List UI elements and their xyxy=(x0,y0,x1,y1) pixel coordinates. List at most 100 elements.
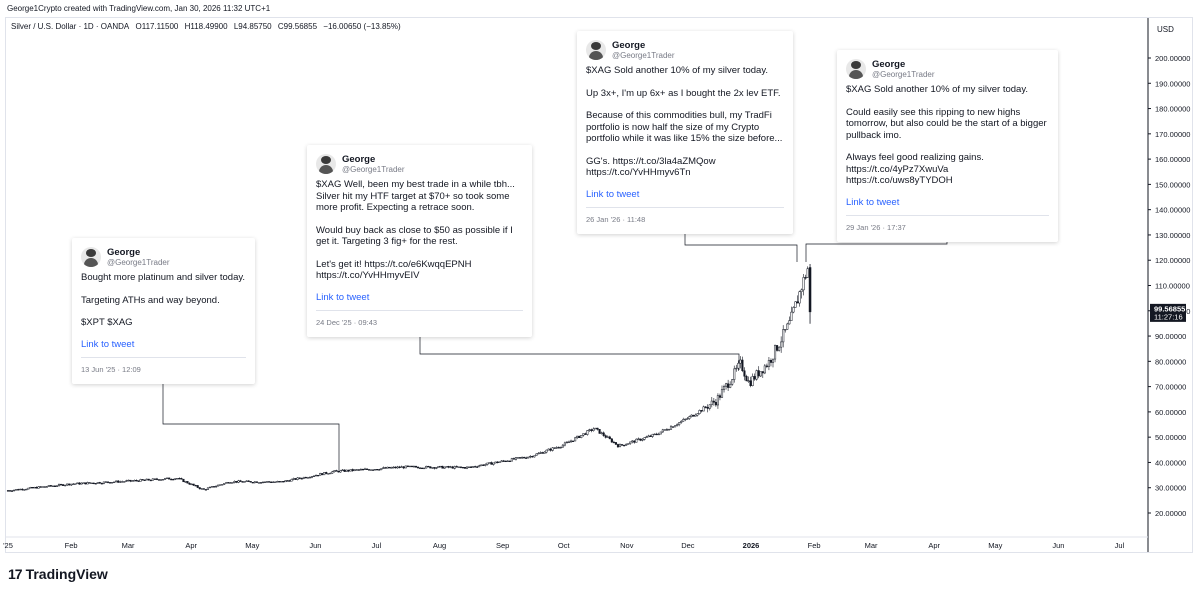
x-tick-label: Feb xyxy=(65,541,78,550)
tweet-card-dec-2025[interactable]: George @George1Trader $XAG Well, been my… xyxy=(307,145,532,337)
candle-body xyxy=(596,427,599,430)
candle-body xyxy=(647,435,650,438)
y-tick-label: 60.00000 xyxy=(1155,408,1186,417)
tweet-body: $XAG Sold another 10% of my silver today… xyxy=(586,65,784,179)
candle-body xyxy=(166,477,169,479)
candle-body xyxy=(374,469,377,471)
candle-body xyxy=(451,466,454,469)
candle-body xyxy=(86,482,89,485)
candle-body xyxy=(68,483,71,486)
candle-body xyxy=(502,460,505,462)
candle-body xyxy=(84,482,87,485)
candle-body xyxy=(23,489,26,491)
candle-body xyxy=(716,395,719,406)
candle-body xyxy=(492,462,495,465)
candle-body xyxy=(712,400,715,403)
candle-body xyxy=(655,433,658,436)
candle-body xyxy=(623,444,626,447)
tweet-author: George xyxy=(342,153,376,165)
link-to-tweet[interactable]: Link to tweet xyxy=(586,188,640,200)
tweet-card-26-jan-2026[interactable]: George @George1Trader $XAG Sold another … xyxy=(577,31,793,234)
candle-body xyxy=(233,481,236,483)
candle-body xyxy=(331,471,334,474)
candle-body xyxy=(215,485,218,488)
candle-body xyxy=(127,479,130,482)
candle-body xyxy=(633,440,636,443)
candle-body xyxy=(392,466,395,469)
candle-body xyxy=(598,429,601,434)
candle-body xyxy=(217,484,220,487)
candle-body-last[interactable] xyxy=(808,267,812,313)
candle-body xyxy=(21,488,24,491)
candle-body xyxy=(516,457,520,459)
candle-body xyxy=(467,466,471,468)
candle-body xyxy=(749,380,752,386)
candle-body xyxy=(767,360,770,367)
candle-body xyxy=(531,456,534,458)
candle-body xyxy=(763,365,766,374)
candle-body xyxy=(115,480,118,483)
candle-body xyxy=(616,444,620,448)
candle-body xyxy=(586,430,589,435)
candle-body xyxy=(784,329,787,331)
candle-body xyxy=(423,467,426,470)
candle-body xyxy=(206,487,209,490)
candle-body xyxy=(416,466,420,469)
candle-body xyxy=(388,466,391,469)
candle-body xyxy=(88,482,91,484)
tweet-paragraph: Let's get it! https://t.co/e6KwqqEPNH ht… xyxy=(316,258,472,282)
y-tick-label: 150.00000 xyxy=(1155,180,1190,189)
currency-label[interactable]: USD xyxy=(1157,25,1174,34)
candle-body xyxy=(147,478,150,481)
candle-body xyxy=(51,485,54,487)
candle-body xyxy=(682,419,685,422)
candle-body xyxy=(223,482,226,485)
candle-body xyxy=(592,428,595,431)
candle-body xyxy=(210,486,214,488)
link-to-tweet[interactable]: Link to tweet xyxy=(846,196,900,208)
candle-body xyxy=(335,470,338,472)
candle-body xyxy=(743,370,746,377)
candle-body xyxy=(484,464,487,466)
link-to-tweet[interactable]: Link to tweet xyxy=(316,291,370,303)
legend-high: H118.49900 xyxy=(184,22,228,31)
candle-body xyxy=(219,484,222,486)
candle-body xyxy=(349,469,352,472)
candle-body xyxy=(433,467,436,469)
candle-body xyxy=(678,422,681,425)
candle-body xyxy=(59,484,63,486)
candle-body xyxy=(543,451,546,454)
link-to-tweet[interactable]: Link to tweet xyxy=(81,338,135,350)
candle-body xyxy=(339,470,342,473)
candle-body xyxy=(786,323,789,330)
candle-body xyxy=(47,485,50,487)
candle-body xyxy=(33,486,36,489)
candle-body xyxy=(110,482,114,484)
avatar xyxy=(586,40,606,60)
candle-body xyxy=(133,480,136,482)
x-tick-label: Jun xyxy=(309,541,321,550)
candle-body xyxy=(574,437,577,442)
candle-body xyxy=(627,443,630,445)
x-tick-label: Feb xyxy=(808,541,821,550)
tweet-paragraph: $XAG Well, been my best trade in a while… xyxy=(316,179,515,213)
tweet-card-jun-2025[interactable]: George @George1Trader Bought more platin… xyxy=(72,238,255,384)
candle-body xyxy=(614,442,617,445)
candle-body xyxy=(298,477,301,479)
candle-body xyxy=(64,484,67,487)
y-tick-label: 50.00000 xyxy=(1155,433,1186,442)
candle-body xyxy=(637,438,640,440)
candle-body xyxy=(80,482,83,485)
candle-body xyxy=(384,467,387,469)
legend-open: O117.11500 xyxy=(135,22,179,31)
tradingview-logo[interactable]: 17 TradingView xyxy=(8,566,108,582)
y-tick-label: 70.00000 xyxy=(1155,383,1186,392)
candle-body xyxy=(604,435,607,438)
candle-body xyxy=(300,478,303,480)
candle-body xyxy=(759,371,762,377)
tweet-card-29-jan-2026[interactable]: George @George1Trader $XAG Sold another … xyxy=(837,50,1058,242)
candle-body xyxy=(771,358,775,363)
tweet-handle: @George1Trader xyxy=(342,164,405,174)
candle-body xyxy=(361,468,365,471)
